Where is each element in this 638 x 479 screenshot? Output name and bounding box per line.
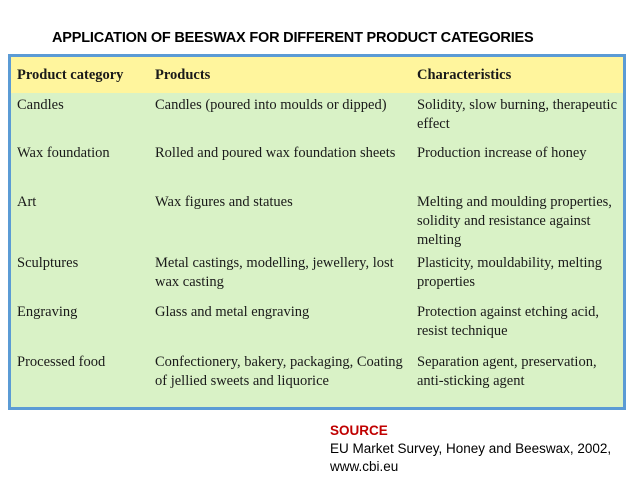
source-citation: EU Market Survey, Honey and Beeswax, 200… xyxy=(330,441,612,456)
cell-characteristics: Protection against etching acid, resist … xyxy=(417,304,600,339)
cell-category: Engraving xyxy=(17,304,78,320)
table-row: Sculptures Metal castings, modelling, je… xyxy=(11,251,623,300)
source-note: SOURCE EU Market Survey, Honey and Beesw… xyxy=(330,422,611,476)
cell-characteristics: Separation agent, preservation, anti-sti… xyxy=(417,354,597,389)
cell-characteristics: Production increase of honey xyxy=(417,145,587,161)
table-row: Candles Candles (poured into moulds or d… xyxy=(11,93,623,141)
slide-title: APPLICATION OF BEESWAX FOR DIFFERENT PRO… xyxy=(52,30,534,46)
table-row: Processed food Confectionery, bakery, pa… xyxy=(11,350,623,397)
header-band xyxy=(11,57,623,93)
cell-products: Metal castings, modelling, jewellery, lo… xyxy=(155,255,394,290)
cell-category: Sculptures xyxy=(17,255,79,271)
table-grid: Product category Products Characteristic… xyxy=(11,57,623,397)
beeswax-table: Product category Products Characteristic… xyxy=(8,54,626,410)
source-label: SOURCE xyxy=(330,423,388,438)
source-link: www.cbi.eu xyxy=(330,459,399,474)
cell-products: Rolled and poured wax foundation sheets xyxy=(155,145,396,161)
cell-products: Confectionery, bakery, packaging, Coatin… xyxy=(155,354,403,389)
header-products: Products xyxy=(155,66,211,83)
cell-category: Art xyxy=(17,194,37,210)
cell-category: Wax foundation xyxy=(17,145,110,161)
cell-category: Candles xyxy=(17,97,64,113)
table-row: Engraving Glass and metal engraving Prot… xyxy=(11,300,623,350)
cell-products: Wax figures and statues xyxy=(155,194,293,210)
cell-characteristics: Plasticity, mouldability, melting proper… xyxy=(417,255,602,290)
table-row: Wax foundation Rolled and poured wax fou… xyxy=(11,141,623,190)
header-characteristics: Characteristics xyxy=(417,66,512,83)
table-row: Art Wax figures and statues Melting and … xyxy=(11,190,623,251)
table-header-row: Product category Products Characteristic… xyxy=(11,57,623,93)
header-product-category: Product category xyxy=(17,66,124,83)
cell-products: Glass and metal engraving xyxy=(155,304,310,320)
cell-products: Candles (poured into moulds or dipped) xyxy=(155,97,387,113)
cell-characteristics: Melting and moulding properties, solidit… xyxy=(417,194,612,248)
cell-characteristics: Solidity, slow burning, therapeutic effe… xyxy=(417,97,618,132)
cell-category: Processed food xyxy=(17,354,106,370)
